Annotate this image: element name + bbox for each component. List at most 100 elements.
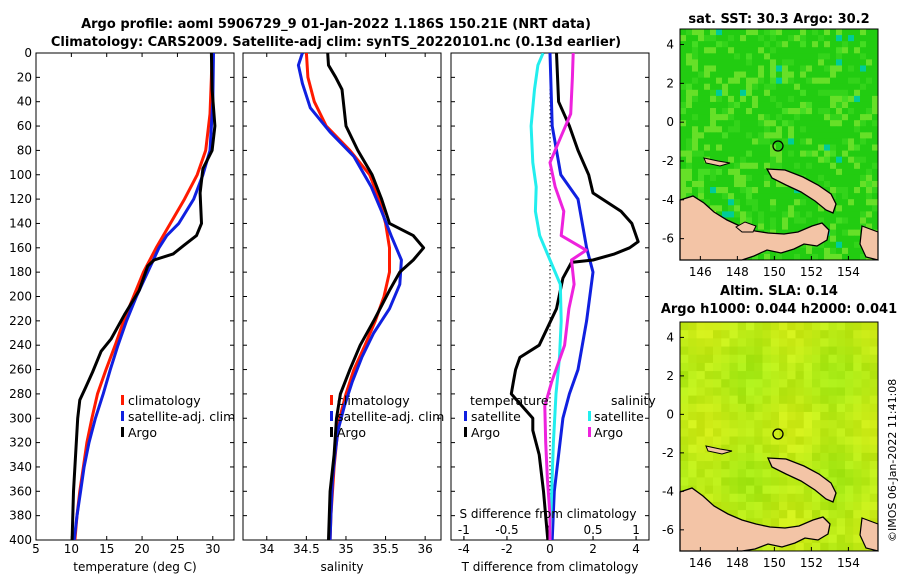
heatmap-cell bbox=[853, 477, 862, 486]
heatmap-cell bbox=[762, 420, 772, 429]
y-tick-label: 80 bbox=[17, 143, 32, 157]
heatmap-cell bbox=[740, 101, 747, 109]
heatmap-cell bbox=[869, 436, 879, 446]
heatmap-cell bbox=[795, 379, 805, 388]
heatmap-cell bbox=[806, 59, 813, 66]
heatmap-cell bbox=[854, 59, 861, 66]
heatmap-cell bbox=[787, 322, 796, 331]
heatmap-cell bbox=[764, 156, 771, 164]
heatmap-cell bbox=[710, 108, 717, 115]
heatmap-cell bbox=[704, 120, 711, 127]
heatmap-cell bbox=[860, 47, 867, 54]
heatmap-cell bbox=[758, 101, 765, 109]
heatmap-cell bbox=[795, 371, 805, 380]
heatmap-cell bbox=[746, 461, 755, 470]
heatmap-cell bbox=[752, 126, 759, 133]
heatmap-cell bbox=[698, 114, 705, 121]
heatmap-cell bbox=[836, 461, 846, 470]
heatmap-cell bbox=[860, 53, 867, 60]
heatmap-cell bbox=[692, 89, 699, 97]
heatmap-cell bbox=[746, 89, 753, 97]
heatmap-cell bbox=[812, 362, 821, 372]
heatmap-cell bbox=[680, 338, 689, 347]
heatmap-cell bbox=[716, 168, 723, 176]
heatmap-cell bbox=[845, 542, 854, 552]
heatmap-cell bbox=[764, 180, 771, 188]
heatmap-cell bbox=[716, 83, 723, 91]
heatmap-cell bbox=[836, 65, 843, 72]
heatmap-cell bbox=[729, 428, 739, 437]
heatmap-cell bbox=[812, 420, 821, 429]
heatmap-cell bbox=[704, 83, 711, 91]
x-tick-label: 5 bbox=[32, 542, 40, 556]
heatmap-cell bbox=[770, 322, 780, 331]
heatmap-cell bbox=[866, 132, 873, 139]
heatmap-cell bbox=[795, 477, 805, 486]
heatmap-cell bbox=[788, 150, 795, 158]
heatmap-cell bbox=[848, 83, 855, 91]
heatmap-cell bbox=[788, 41, 795, 48]
heatmap-cell bbox=[770, 83, 777, 91]
heatmap-cell bbox=[704, 144, 711, 151]
heatmap-cell bbox=[688, 338, 697, 347]
heatmap-cell bbox=[698, 41, 705, 48]
heatmap-cell bbox=[746, 126, 753, 133]
heatmap-cell bbox=[764, 211, 771, 218]
heatmap-cell bbox=[806, 247, 813, 255]
heatmap-cell bbox=[854, 156, 861, 164]
heatmap-cell bbox=[721, 485, 730, 495]
heatmap-cell bbox=[728, 199, 735, 206]
heatmap-cell bbox=[728, 162, 735, 170]
heatmap-cell bbox=[824, 47, 831, 54]
heatmap-cell bbox=[740, 193, 747, 200]
heatmap-cell bbox=[762, 485, 772, 495]
heatmap-cell bbox=[788, 108, 795, 115]
heatmap-cell bbox=[698, 168, 705, 176]
heatmap-cell bbox=[866, 180, 873, 188]
heatmap-cell bbox=[828, 354, 838, 364]
heatmap-cell bbox=[787, 330, 796, 339]
legend-swatch-t-satellite bbox=[464, 411, 467, 421]
heatmap-cell bbox=[842, 180, 849, 188]
heatmap-cell bbox=[842, 126, 849, 133]
salinity-xlabel: salinity bbox=[320, 560, 363, 574]
heatmap-cell bbox=[740, 217, 747, 224]
heatmap-cell bbox=[729, 444, 739, 454]
heatmap-cell bbox=[704, 174, 711, 182]
heatmap-cell bbox=[848, 71, 855, 79]
heatmap-cell bbox=[710, 180, 717, 188]
heatmap-cell bbox=[762, 379, 772, 388]
heatmap-cell bbox=[728, 120, 735, 127]
heatmap-cell bbox=[830, 193, 837, 200]
heatmap-cell bbox=[824, 174, 831, 182]
heatmap-cell bbox=[710, 65, 717, 72]
heatmap-cell bbox=[830, 211, 837, 218]
heatmap-cell bbox=[770, 452, 780, 462]
heatmap-cell bbox=[853, 411, 862, 421]
heatmap-cell bbox=[764, 47, 771, 54]
heatmap-cell bbox=[845, 534, 854, 544]
heatmap-cell bbox=[861, 371, 871, 380]
heatmap-cell bbox=[782, 101, 789, 109]
heatmap-cell bbox=[746, 362, 755, 372]
heatmap-cell bbox=[812, 387, 821, 397]
heatmap-cell bbox=[787, 477, 796, 486]
heatmap-cell bbox=[848, 174, 855, 182]
heatmap-cell bbox=[836, 144, 843, 151]
heatmap-cell bbox=[740, 53, 747, 60]
heatmap-cell bbox=[696, 477, 706, 486]
heatmap-cell bbox=[770, 132, 777, 139]
heatmap-cell bbox=[758, 144, 765, 151]
heatmap-cell bbox=[842, 193, 849, 200]
heatmap-cell bbox=[754, 420, 763, 429]
sst-coast-features bbox=[679, 140, 879, 261]
heatmap-cell bbox=[776, 114, 783, 121]
heatmap-cell bbox=[812, 174, 819, 182]
heatmap-cell bbox=[803, 395, 813, 405]
heatmap-cell bbox=[770, 138, 777, 145]
heatmap-cell bbox=[803, 322, 813, 331]
heatmap-cell bbox=[746, 444, 755, 454]
heatmap-cell bbox=[734, 59, 741, 66]
heatmap-cell bbox=[721, 338, 730, 347]
heatmap-cell bbox=[830, 180, 837, 188]
